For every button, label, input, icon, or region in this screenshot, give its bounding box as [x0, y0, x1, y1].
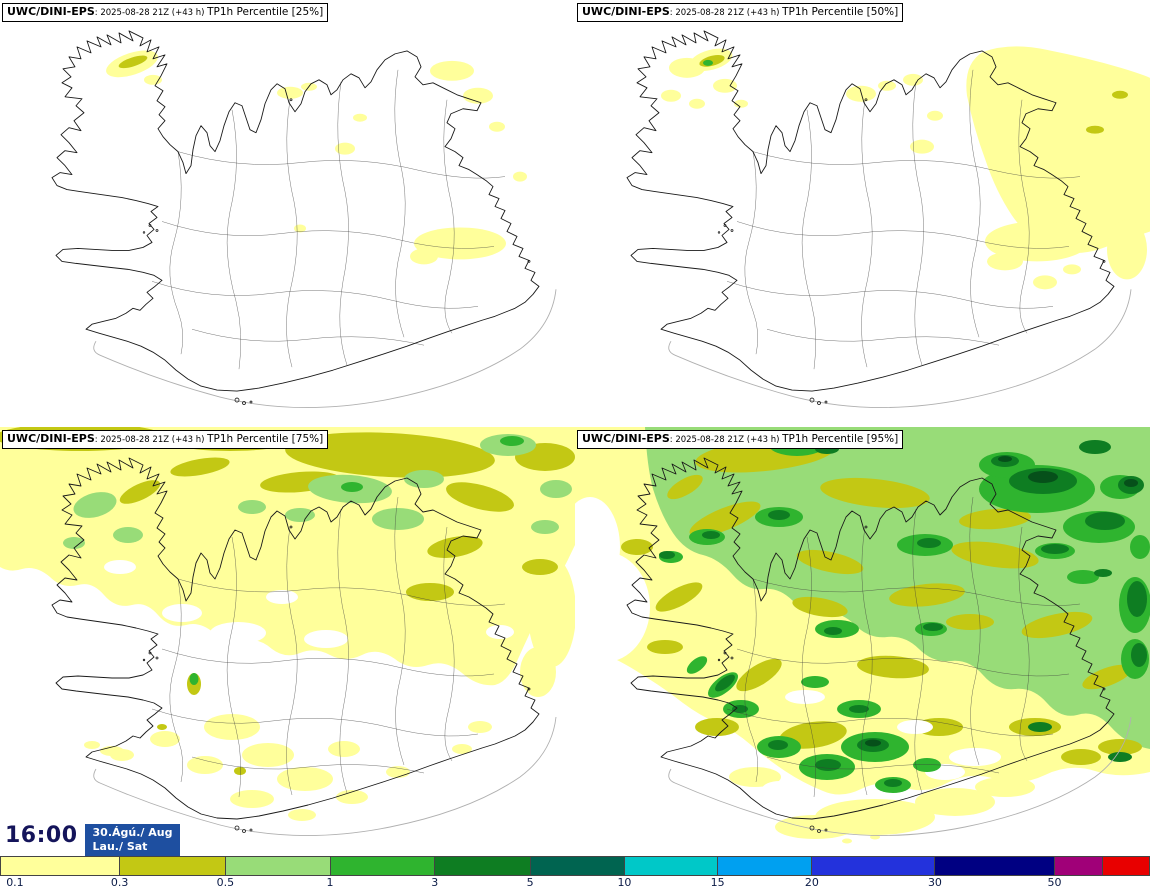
colorbar-label: 0.3 [110, 876, 129, 889]
panel-title-50: UWC/DINI-EPS: 2025-08-28 21Z (+43 h) TP1… [577, 3, 904, 23]
colorbar-segment [530, 856, 625, 876]
colorbar: 0.1 0.3 0.5 1 3 5 10 15 20 30 50 [0, 856, 1150, 891]
colorbar-segment [330, 856, 436, 876]
colorbar-segment [1102, 856, 1150, 876]
iceland-map-75 [0, 427, 575, 836]
colorbar-segment [1054, 856, 1103, 876]
map-panel-75: UWC/DINI-EPS: 2025-08-28 21Z (+43 h) TP1… [0, 427, 575, 855]
colorbar-segment [120, 856, 227, 876]
run-info: : 2025-08-28 21Z (+43 h) [669, 8, 783, 18]
colorbar-label: 50 [1047, 876, 1062, 889]
colorbar-label: 20 [804, 876, 819, 889]
colorbar-segment [812, 856, 936, 876]
colorbar-label: 30 [927, 876, 942, 889]
colorbar-segment [226, 856, 331, 876]
run-info: : 2025-08-28 21Z (+43 h) [94, 8, 208, 18]
iceland-map-25 [51, 10, 557, 409]
valid-time: 16:00 30.Ágú./ Aug Lau./ Sat [5, 822, 181, 857]
map-grid: UWC/DINI-EPS: 2025-08-28 21Z (+43 h) TP1… [0, 0, 1150, 855]
model-name: UWC/DINI-EPS [582, 5, 670, 18]
product-name: TP1h Percentile [25%] [207, 6, 324, 18]
colorbar-label: 1 [326, 876, 334, 889]
precip-field-95 [575, 427, 1150, 849]
colorbar-segments [0, 856, 1150, 876]
date-line: 30.Ágú./ Aug [92, 826, 173, 839]
colorbar-segment [435, 856, 531, 876]
panel-title-25: UWC/DINI-EPS: 2025-08-28 21Z (+43 h) TP1… [2, 3, 329, 23]
product-name: TP1h Percentile [50%] [782, 6, 899, 18]
valid-time-label: 16:00 [5, 823, 78, 848]
colorbar-segment [935, 856, 1055, 876]
iceland-map-95 [575, 427, 1150, 849]
colorbar-segment [717, 856, 813, 876]
precip-field-50 [661, 46, 1150, 290]
colorbar-label: 5 [526, 876, 534, 889]
colorbar-segment [624, 856, 718, 876]
colorbar-label: 0.1 [6, 876, 24, 889]
product-name: TP1h Percentile [95%] [782, 433, 899, 445]
panel-title-95: UWC/DINI-EPS: 2025-08-28 21Z (+43 h) TP1… [577, 430, 904, 450]
map-panel-50: UWC/DINI-EPS: 2025-08-28 21Z (+43 h) TP1… [575, 0, 1150, 427]
colorbar-segment [1, 856, 121, 876]
colorbar-label: 3 [431, 876, 439, 889]
date-box: 30.Ágú./ Aug Lau./ Sat [84, 824, 181, 857]
model-name: UWC/DINI-EPS [7, 432, 95, 445]
colorbar-label: 15 [710, 876, 725, 889]
precip-field-75 [0, 427, 575, 821]
colorbar-label: 0.5 [216, 876, 235, 889]
day-line: Lau./ Sat [92, 839, 148, 853]
run-info: : 2025-08-28 21Z (+43 h) [94, 435, 208, 445]
model-name: UWC/DINI-EPS [582, 432, 670, 445]
iceland-map-50 [626, 10, 1150, 409]
colorbar-label: 10 [617, 876, 632, 889]
precip-field-25 [106, 50, 527, 265]
map-panel-95: UWC/DINI-EPS: 2025-08-28 21Z (+43 h) TP1… [575, 427, 1150, 855]
panel-title-75: UWC/DINI-EPS: 2025-08-28 21Z (+43 h) TP1… [2, 430, 329, 450]
map-panel-25: UWC/DINI-EPS: 2025-08-28 21Z (+43 h) TP1… [0, 0, 575, 427]
model-name: UWC/DINI-EPS [7, 5, 95, 18]
product-name: TP1h Percentile [75%] [207, 433, 324, 445]
run-info: : 2025-08-28 21Z (+43 h) [669, 435, 783, 445]
colorbar-labels: 0.1 0.3 0.5 1 3 5 10 15 20 30 50 [0, 876, 1150, 891]
